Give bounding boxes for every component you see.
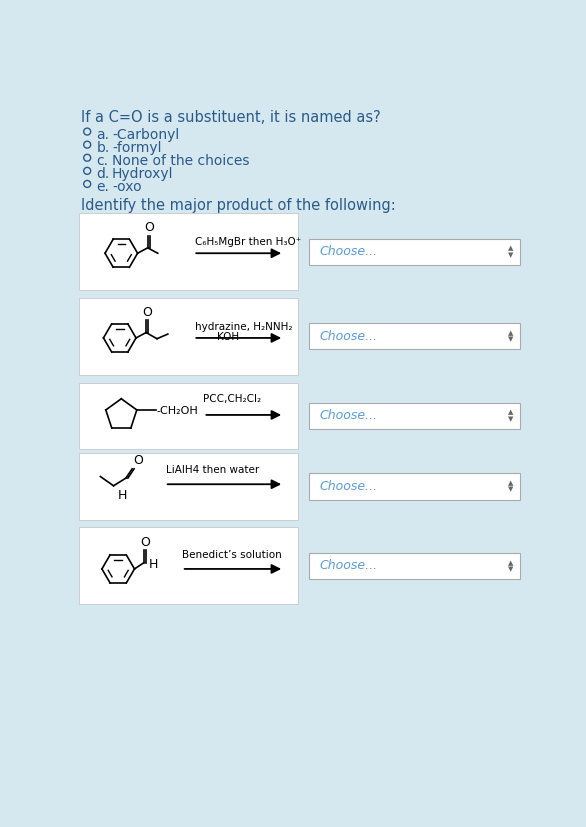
Text: ▼: ▼ [507, 486, 513, 493]
FancyBboxPatch shape [80, 528, 298, 605]
FancyBboxPatch shape [80, 453, 298, 519]
FancyBboxPatch shape [80, 383, 298, 449]
Text: Choose...: Choose... [320, 409, 378, 423]
Text: ▼: ▼ [507, 337, 513, 342]
Text: d.: d. [97, 167, 110, 181]
Text: H: H [118, 489, 128, 502]
FancyBboxPatch shape [309, 552, 520, 579]
Text: c.: c. [97, 154, 108, 168]
Text: Identify the major product of the following:: Identify the major product of the follow… [81, 198, 396, 213]
Text: hydrazine, H₂NNH₂: hydrazine, H₂NNH₂ [195, 322, 292, 332]
Text: ▲: ▲ [507, 330, 513, 337]
Text: b.: b. [97, 141, 110, 155]
Text: O: O [140, 536, 150, 549]
FancyBboxPatch shape [309, 403, 520, 429]
Text: a.: a. [97, 127, 110, 141]
Text: Choose...: Choose... [320, 480, 378, 493]
Text: O: O [134, 454, 144, 467]
Text: Choose...: Choose... [320, 330, 378, 343]
FancyBboxPatch shape [309, 323, 520, 350]
Text: -formyl: -formyl [112, 141, 162, 155]
Text: e.: e. [97, 180, 110, 194]
Text: -oxo: -oxo [112, 180, 142, 194]
Text: -Carbonyl: -Carbonyl [112, 127, 179, 141]
Text: Hydroxyl: Hydroxyl [112, 167, 173, 181]
Text: ▲: ▲ [507, 560, 513, 566]
Text: O: O [142, 306, 152, 318]
Text: C₆H₅MgBr then H₃O⁺: C₆H₅MgBr then H₃O⁺ [195, 237, 301, 247]
Text: Choose...: Choose... [320, 245, 378, 258]
FancyBboxPatch shape [80, 213, 298, 290]
Text: ▲: ▲ [507, 409, 513, 416]
FancyBboxPatch shape [309, 239, 520, 265]
Text: H: H [149, 558, 159, 571]
Text: ▲: ▲ [507, 480, 513, 486]
Text: None of the choices: None of the choices [112, 154, 250, 168]
Text: ▼: ▼ [507, 251, 513, 258]
Text: PCC,CH₂Cl₂: PCC,CH₂Cl₂ [203, 394, 261, 404]
FancyBboxPatch shape [309, 474, 520, 500]
Text: Benedict’s solution: Benedict’s solution [182, 551, 281, 561]
Text: -CH₂OH: -CH₂OH [157, 406, 199, 416]
Text: ▼: ▼ [507, 566, 513, 572]
Text: LiAlH4 then water: LiAlH4 then water [166, 465, 260, 475]
Text: KOH: KOH [217, 332, 239, 342]
Text: ▼: ▼ [507, 416, 513, 422]
Text: O: O [144, 221, 154, 234]
Text: ▲: ▲ [507, 246, 513, 251]
FancyBboxPatch shape [80, 298, 298, 375]
Text: If a C=O is a substituent, it is named as?: If a C=O is a substituent, it is named a… [81, 110, 381, 125]
Text: Choose...: Choose... [320, 559, 378, 572]
